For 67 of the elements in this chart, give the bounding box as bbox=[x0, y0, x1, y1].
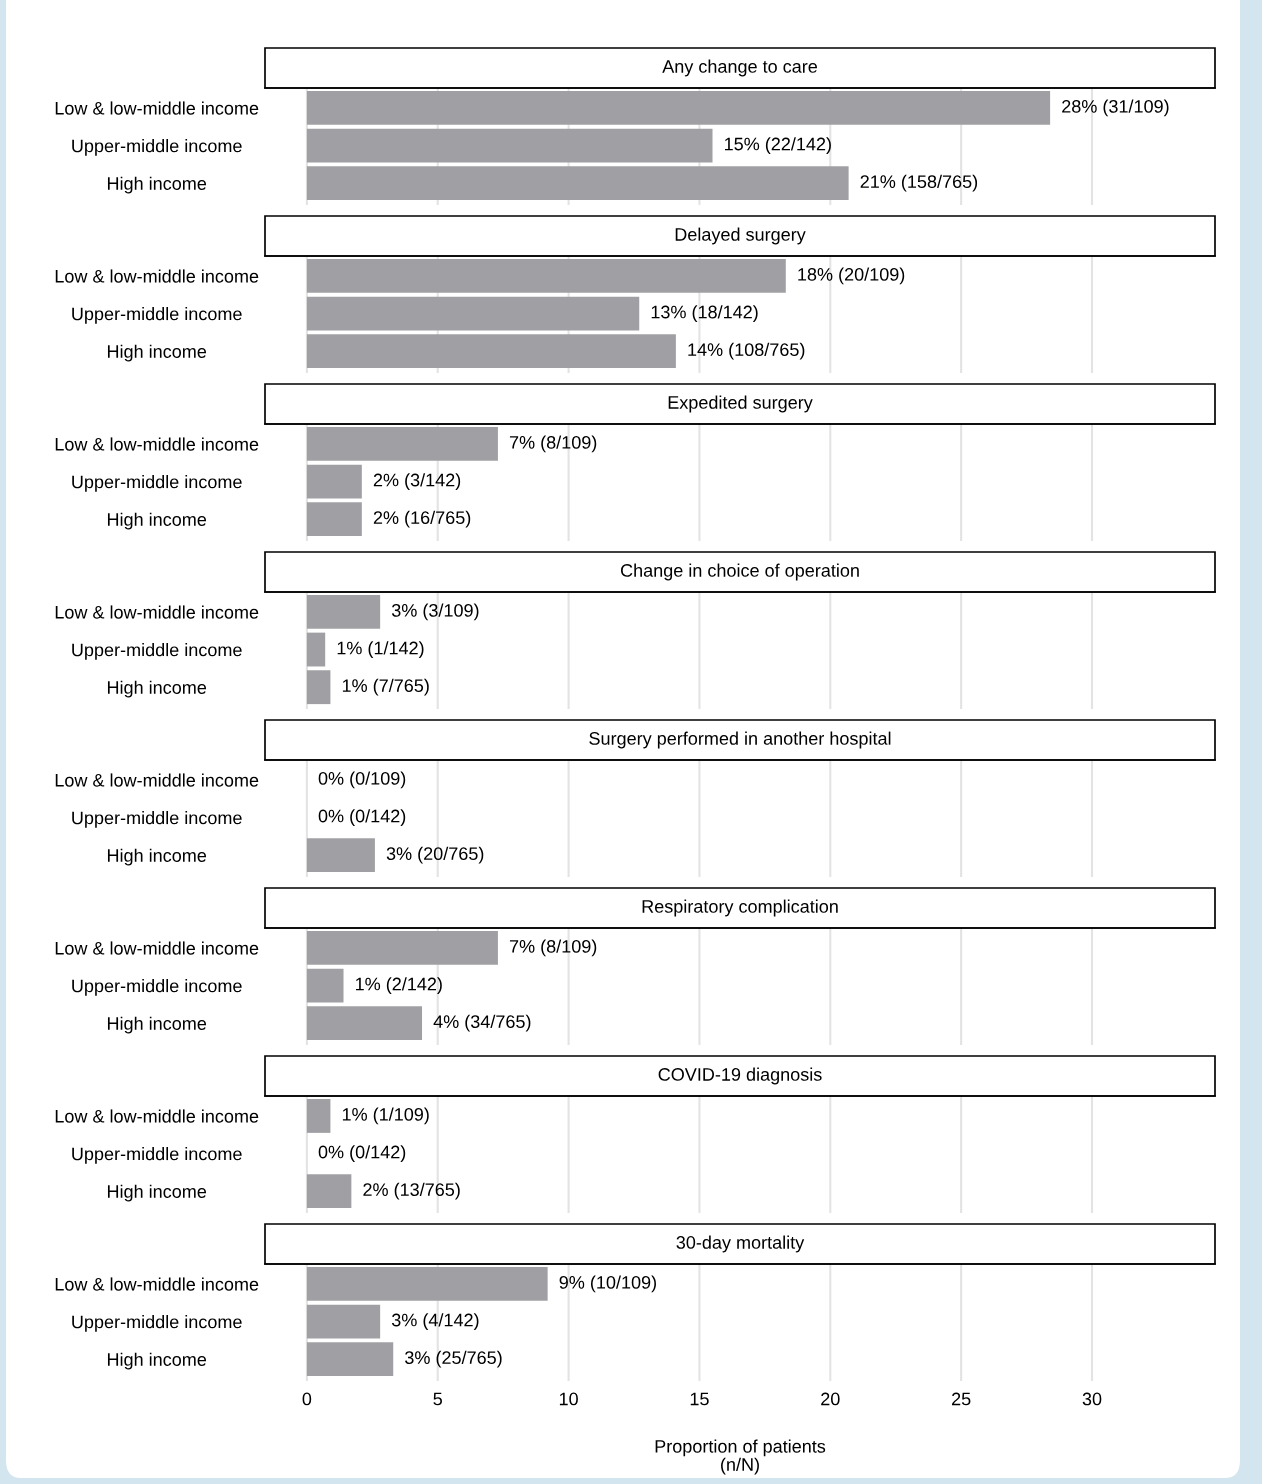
y-tick-label: Upper-middle income bbox=[72, 307, 242, 324]
y-tick-label: High income bbox=[107, 344, 207, 362]
data-label: 18% (20/109) bbox=[798, 267, 905, 285]
x-tick-label: 10 bbox=[559, 1392, 578, 1406]
x-tick-label: 25 bbox=[952, 1392, 971, 1406]
x-tick-label: 15 bbox=[690, 1392, 709, 1406]
y-tick-label: Upper-middle income bbox=[72, 979, 242, 996]
data-label: 3% (20/765) bbox=[386, 846, 484, 864]
data-label: 21% (158/765) bbox=[860, 174, 978, 192]
y-tick-label: Low & low-middle income bbox=[55, 1277, 259, 1291]
data-label: 15% (22/142) bbox=[725, 137, 831, 154]
data-label: 7% (8/109) bbox=[509, 435, 597, 453]
y-tick-label: High income bbox=[107, 848, 207, 866]
x-axis-title: Proportion of patients (n/N) bbox=[655, 1439, 826, 1475]
y-tick-label: Upper-middle income bbox=[72, 1315, 242, 1332]
chart-title: Any change to care bbox=[662, 59, 817, 77]
y-tick-label: Low & low-middle income bbox=[55, 437, 259, 451]
data-label: 28% (31/109) bbox=[1062, 99, 1169, 117]
data-label: 4% (34/765) bbox=[433, 1014, 531, 1032]
data-label: 0% (0/142) bbox=[318, 1145, 406, 1162]
data-label: 2% (13/765) bbox=[363, 1182, 460, 1200]
data-label: 1% (1/109) bbox=[342, 1107, 429, 1125]
chart-title: COVID-19 diagnosis bbox=[658, 1067, 822, 1085]
data-label: 3% (25/765) bbox=[405, 1350, 502, 1368]
y-tick-label: Upper-middle income bbox=[72, 811, 242, 828]
data-label: 3% (4/142) bbox=[391, 1313, 479, 1330]
data-label: 1% (7/765) bbox=[342, 678, 429, 696]
data-label: 2% (16/765) bbox=[373, 510, 471, 528]
chart-title: 30-day mortality bbox=[676, 1235, 805, 1253]
data-label: 14% (108/765) bbox=[688, 342, 805, 360]
y-tick-label: Upper-middle income bbox=[72, 475, 242, 492]
data-label: 9% (10/109) bbox=[559, 1275, 656, 1293]
data-label: 7% (8/109) bbox=[509, 939, 597, 957]
chart-title: Expedited surgery bbox=[668, 395, 813, 413]
bar bbox=[306, 1304, 381, 1339]
y-tick-label: Upper-middle income bbox=[72, 643, 242, 660]
y-tick-label: High income bbox=[107, 1016, 207, 1034]
y-tick-label: High income bbox=[107, 176, 207, 194]
y-tick-label: Low & low-middle income bbox=[55, 941, 259, 955]
x-tick-label: 20 bbox=[821, 1392, 840, 1406]
y-tick-label: Low & low-middle income bbox=[55, 101, 259, 115]
y-tick-label: High income bbox=[107, 512, 207, 530]
y-tick-label: High income bbox=[107, 1184, 207, 1202]
data-label: 3% (3/109) bbox=[391, 603, 479, 621]
data-label: 13% (18/142) bbox=[651, 305, 758, 322]
x-tick-label: 30 bbox=[1082, 1392, 1102, 1406]
x-tick-label: 5 bbox=[433, 1392, 442, 1406]
chart-title: Delayed surgery bbox=[675, 227, 806, 245]
data-label: 0% (0/109) bbox=[318, 771, 406, 789]
y-tick-label: Low & low-middle income bbox=[55, 1109, 259, 1123]
y-tick-label: Low & low-middle income bbox=[55, 605, 259, 619]
y-tick-label: Low & low-middle income bbox=[55, 269, 259, 283]
x-tick-label: 0 bbox=[302, 1392, 312, 1406]
bar bbox=[306, 1342, 394, 1377]
data-label: 2% (3/142) bbox=[373, 473, 461, 490]
data-label: 1% (1/142) bbox=[337, 641, 424, 658]
y-tick-label: Upper-middle income bbox=[72, 139, 242, 156]
chart-title: Respiratory complication bbox=[642, 899, 838, 917]
y-tick-label: High income bbox=[107, 680, 207, 698]
y-tick-label: Low & low-middle income bbox=[55, 773, 259, 787]
data-label: 1% (2/142) bbox=[356, 977, 442, 994]
y-tick-label: Upper-middle income bbox=[72, 1147, 242, 1164]
chart-title: Change in choice of operation bbox=[620, 563, 859, 581]
chart-title: Surgery performed in another hospital bbox=[589, 731, 891, 749]
bar bbox=[306, 1267, 548, 1301]
data-label: 0% (0/142) bbox=[318, 809, 406, 826]
y-tick-label: High income bbox=[107, 1352, 207, 1370]
